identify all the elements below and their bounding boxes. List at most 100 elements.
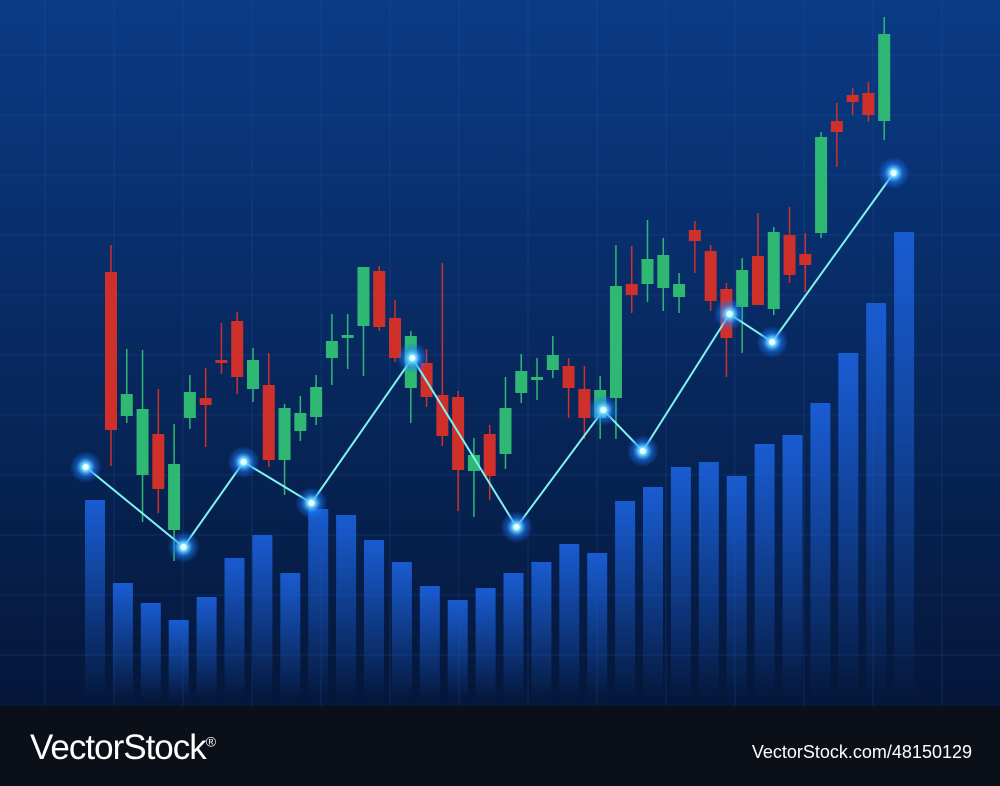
candle-body — [278, 408, 291, 460]
candle — [310, 375, 323, 425]
trend-point — [240, 459, 247, 465]
candle-body — [341, 335, 354, 338]
footer: VectorStock® VectorStock.com/48150129 — [0, 706, 1000, 786]
candle — [878, 17, 891, 140]
candle-body — [183, 392, 196, 418]
volume-bar — [168, 620, 189, 700]
candle-body — [641, 259, 654, 284]
candle — [325, 314, 338, 385]
volume-bar — [503, 573, 524, 700]
volume-bar — [615, 501, 636, 700]
candle-body — [152, 434, 165, 489]
candle — [152, 389, 165, 513]
candle — [389, 300, 402, 362]
candle — [625, 246, 638, 313]
trend-point — [890, 170, 897, 176]
candle-body — [609, 286, 622, 398]
candle-body — [199, 398, 212, 405]
candle — [183, 375, 196, 429]
candle — [641, 220, 654, 302]
trend-point — [769, 339, 776, 345]
trend-point — [513, 524, 520, 530]
candle — [467, 438, 480, 517]
volume-bar — [894, 232, 915, 700]
candle — [499, 377, 512, 469]
volume-bar — [336, 515, 357, 700]
volume-bar — [782, 435, 803, 700]
candle-body — [799, 254, 812, 265]
candle-body — [830, 121, 843, 132]
volume-bar — [419, 586, 440, 700]
candle — [294, 396, 307, 441]
volume-bar — [391, 562, 412, 700]
candle-body — [499, 408, 512, 454]
candle-body — [294, 413, 307, 431]
volume-bar — [810, 403, 831, 700]
candle — [657, 238, 670, 311]
candle-body — [673, 284, 686, 297]
candle-body — [562, 366, 575, 388]
candlestick-chart — [0, 0, 1000, 706]
candle — [783, 207, 796, 283]
volume-bar — [224, 558, 245, 700]
trend-point — [308, 500, 315, 506]
trend-point — [409, 355, 416, 361]
candle — [215, 323, 228, 374]
trend-point — [82, 464, 89, 470]
candle — [846, 88, 859, 115]
candle — [531, 358, 544, 400]
candle — [436, 263, 449, 446]
candle — [830, 103, 843, 167]
volume-bar — [364, 540, 384, 700]
candle-body — [657, 255, 670, 288]
candles — [104, 17, 891, 561]
candle-body — [373, 271, 386, 327]
candle — [688, 221, 701, 273]
candle-body — [104, 272, 117, 430]
volume-bar — [754, 444, 775, 700]
candle — [799, 233, 812, 292]
candle — [562, 358, 575, 418]
candle-body — [136, 409, 149, 475]
candle — [862, 82, 875, 122]
candle — [104, 245, 117, 466]
candle — [136, 350, 149, 522]
volume-bar — [643, 487, 663, 700]
candle-body — [310, 387, 323, 417]
candle-body — [767, 232, 780, 309]
logo-mark: ® — [205, 733, 216, 750]
candle-body — [389, 318, 402, 358]
candle — [751, 213, 764, 305]
volume-bar — [670, 467, 691, 700]
candle-body — [751, 256, 764, 305]
candle-body — [783, 235, 796, 275]
candle-body — [247, 360, 259, 389]
candle-body — [625, 284, 638, 295]
candle-body — [878, 34, 891, 121]
candle-body — [704, 251, 717, 301]
candle — [546, 336, 559, 378]
background — [0, 0, 1000, 706]
trend-line — [69, 157, 910, 563]
candle-body — [357, 267, 370, 326]
vectorstock-logo: VectorStock® — [30, 728, 216, 768]
candle-body — [262, 385, 275, 460]
candle-body — [231, 321, 244, 377]
candle-body — [215, 360, 228, 363]
volume-bar — [140, 603, 161, 700]
candle — [704, 245, 717, 311]
candle-body — [846, 95, 859, 102]
volume-bar — [475, 588, 496, 700]
candle — [278, 404, 291, 495]
candle-body — [436, 395, 449, 436]
volume-bar — [196, 597, 217, 700]
trend-point — [639, 448, 646, 454]
volume-bar — [308, 509, 329, 700]
candle — [815, 132, 828, 238]
trend-point — [726, 311, 733, 317]
candle — [231, 312, 244, 394]
candle-body — [120, 394, 133, 416]
candle-body — [467, 455, 480, 471]
volume-bar — [726, 476, 747, 700]
trend-point — [180, 544, 187, 550]
